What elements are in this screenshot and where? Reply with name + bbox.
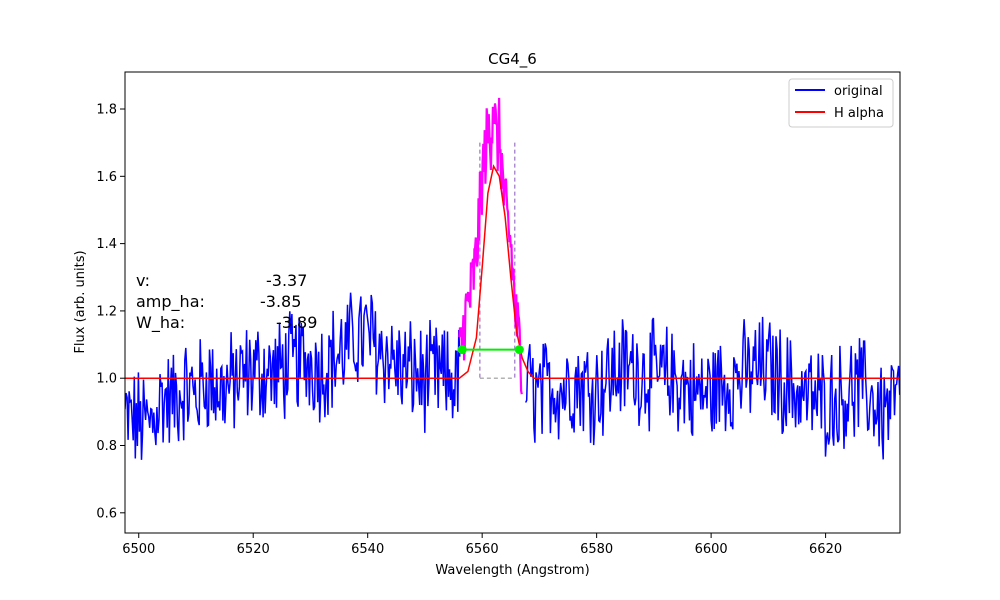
annotation-block: v: -3.37 amp_ha: -3.85 W_ha: -3.89 [136, 271, 317, 333]
annotation-amp-label: amp_ha: [136, 292, 205, 312]
fwhm-point-2 [514, 345, 524, 355]
x-axis-label: Wavelength (Angstrom) [435, 563, 589, 578]
y-tick-label: 1.8 [96, 103, 117, 118]
annotation-w-value: -3.89 [276, 313, 317, 332]
chart-title: CG4_6 [488, 50, 537, 69]
y-tick-label: 1.6 [96, 170, 117, 185]
x-tick-label: 6540 [351, 542, 384, 557]
series-h-alpha [125, 164, 900, 379]
series-line-region [458, 97, 523, 395]
axes-frame [124, 71, 901, 534]
legend-label-original: original [834, 84, 883, 99]
x-tick-label: 6620 [809, 542, 842, 557]
x-tick-label: 6520 [237, 542, 270, 557]
x-tick-label: 6560 [466, 542, 499, 557]
plot-area [125, 97, 900, 460]
y-axis-label: Flux (arb. units) [73, 250, 88, 353]
series-original-right [525, 316, 900, 460]
x-tick-label: 6500 [122, 542, 155, 557]
y-tick-label: 1.2 [96, 304, 117, 319]
x-tick-label: 6600 [695, 542, 728, 557]
annotation-amp-value: -3.85 [260, 292, 301, 311]
y-tick-label: 1.0 [96, 372, 117, 387]
fwhm-point-1 [457, 345, 467, 355]
y-tick-label: 0.6 [96, 506, 117, 521]
x-tick-label: 6580 [580, 542, 613, 557]
y-tick-label: 1.4 [96, 237, 117, 252]
annotation-w-label: W_ha: [136, 313, 185, 333]
tick-layer: 6500 6520 6540 6560 6580 6600 6620 0.6 0.8 1.0 1.2… [96, 103, 842, 557]
series-original-left [125, 292, 461, 460]
legend-label-h-alpha: H alpha [834, 106, 884, 121]
annotation-v-label: v: [136, 271, 150, 290]
annotation-v-value: -3.37 [266, 271, 307, 290]
legend: original H alpha [788, 78, 894, 128]
y-tick-label: 0.8 [96, 439, 117, 454]
